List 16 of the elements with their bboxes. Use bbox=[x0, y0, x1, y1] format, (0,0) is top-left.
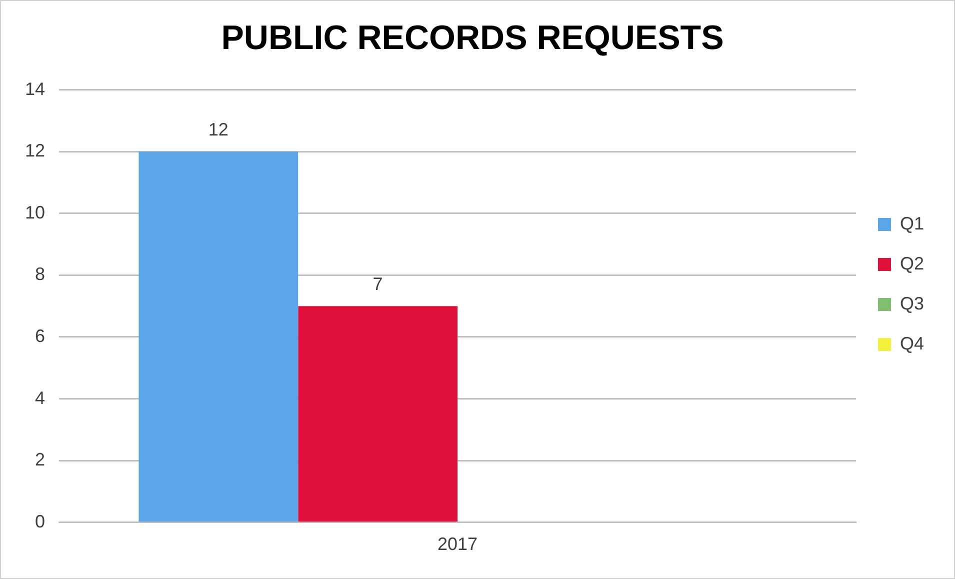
data-label: 7 bbox=[372, 274, 383, 294]
y-tick-label: 10 bbox=[24, 202, 46, 222]
y-tick-label: 8 bbox=[35, 264, 46, 284]
x-tick-label: 2017 bbox=[437, 534, 478, 554]
y-tick-label: 14 bbox=[24, 78, 46, 99]
data-label: 12 bbox=[208, 120, 228, 140]
y-tick-label: 0 bbox=[35, 511, 46, 532]
y-tick-label: 2 bbox=[35, 450, 46, 470]
y-tick-label: 6 bbox=[35, 326, 46, 346]
legend-label: Q1 bbox=[900, 213, 924, 234]
legend-label: Q4 bbox=[900, 333, 924, 354]
y-tick-label: 12 bbox=[24, 140, 46, 161]
legend-label: Q3 bbox=[900, 293, 924, 314]
y-tick-label: 4 bbox=[35, 388, 46, 408]
chart-title: PUBLIC RECORDS REQUESTS bbox=[221, 18, 724, 57]
legend-label: Q2 bbox=[900, 253, 924, 274]
